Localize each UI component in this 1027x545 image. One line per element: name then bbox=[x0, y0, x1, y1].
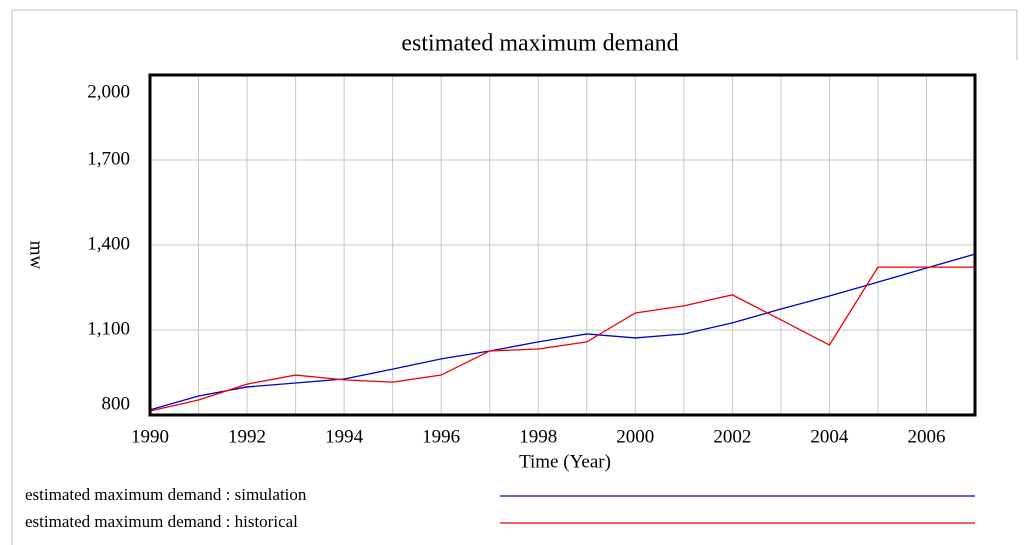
x-tick-label: 1996 bbox=[422, 426, 460, 447]
y-tick-label: 1,400 bbox=[87, 233, 130, 254]
x-tick-label: 1992 bbox=[228, 426, 266, 447]
series-line bbox=[149, 253, 976, 411]
x-tick-label: 1990 bbox=[131, 426, 169, 447]
plot-frame bbox=[148, 73, 977, 417]
x-tick-label: 1998 bbox=[519, 426, 557, 447]
x-tick-label: 2006 bbox=[907, 426, 945, 447]
legend-label: estimated maximum demand : simulation bbox=[25, 485, 307, 504]
y-tick-label: 1,700 bbox=[87, 148, 130, 169]
y-axis-label: mw bbox=[26, 241, 47, 270]
series-line bbox=[149, 266, 975, 412]
x-tick-label: 2002 bbox=[713, 426, 751, 447]
x-tick-label: 2004 bbox=[810, 426, 849, 447]
x-axis-label: Time (Year) bbox=[519, 451, 611, 472]
y-tick-label: 800 bbox=[102, 393, 131, 414]
legend-label: estimated maximum demand : historical bbox=[25, 512, 298, 531]
x-tick-label: 2000 bbox=[616, 426, 654, 447]
y-tick-label: 1,100 bbox=[87, 318, 130, 339]
x-tick-label: 1994 bbox=[325, 426, 364, 447]
chart-title: estimated maximum demand bbox=[401, 31, 678, 57]
y-tick-label: 2,000 bbox=[87, 81, 130, 102]
